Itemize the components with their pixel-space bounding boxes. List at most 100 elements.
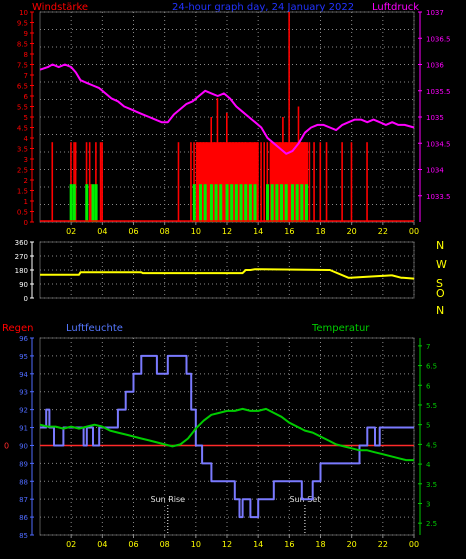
wind-speed-bar [199, 142, 202, 222]
humidity-axis-tick-label: 89 [19, 460, 28, 468]
bot-x-tick-label: 12 [222, 540, 232, 549]
wind-speed-bar [196, 142, 198, 222]
top-x-tick-label: 02 [66, 227, 76, 236]
wind-direction-tick-label: 0 [24, 295, 28, 303]
wind-speed-bar [219, 142, 222, 222]
humidity-axis-tick-label: 91 [19, 425, 28, 433]
wind-gust-bar [85, 184, 89, 222]
wind-axis-tick-label: 0 [24, 219, 28, 227]
pressure-axis-tick-label: 1037 [426, 9, 444, 17]
wind-speed-bar [222, 142, 225, 222]
wind-axis-tick-label: 2 [24, 177, 28, 185]
wind-speed-bar [202, 142, 205, 222]
humidity-axis-tick-label: 90 [19, 442, 28, 450]
sunrise-label: Sun Rise [150, 495, 185, 504]
wind-axis-tick-label: 4 [24, 135, 29, 143]
wind-gust-bar [300, 184, 304, 222]
wind-axis-tick-label: 3.5 [17, 146, 28, 154]
wind-gust-bar [270, 184, 274, 222]
wind-speed-bar [88, 142, 91, 222]
bot-x-tick-label: 04 [97, 540, 107, 549]
compass-letter-n-top: N [436, 239, 444, 252]
wind-speed-bar [269, 142, 272, 222]
top-x-tick-label: 10 [191, 227, 201, 236]
wind-speed-bar [350, 142, 353, 222]
pressure-line [39, 63, 415, 155]
wind-speed-bar [216, 98, 219, 222]
wind-gust-bar [69, 184, 73, 222]
wind-gust-bar [244, 184, 248, 222]
rain-axis-tick-label: 0 [4, 441, 9, 450]
wind-axis-tick-label: 6 [24, 93, 29, 101]
compass-letter-n-bottom: N [436, 304, 444, 317]
wind-speed-bar [229, 142, 231, 222]
bot-x-tick-label: 22 [378, 540, 388, 549]
wind-speed-bar [325, 142, 328, 222]
humidity-axis-tick-label: 87 [19, 496, 28, 504]
wind-axis-tick-label: 5.5 [17, 104, 28, 112]
wind-speed-bar [99, 142, 102, 222]
bot-x-tick-label: 10 [191, 540, 201, 549]
wind-speed-bar [95, 142, 97, 222]
pressure-axis-tick-label: 1036 [426, 62, 444, 70]
humidity-line [40, 354, 414, 519]
wind-speed-bar [260, 142, 262, 222]
wind-speed-bar [235, 142, 237, 222]
wind-speed-bar [249, 142, 251, 222]
humidity-axis-tick-label: 96 [19, 335, 28, 343]
wind-direction-line [40, 268, 415, 280]
pressure-axis-tick-label: 1035 [426, 114, 444, 122]
wind-gust-bar [209, 184, 213, 222]
wind-gust-bar [295, 184, 299, 222]
chart-layers: 0 0.5 1 1.5 2 2.5 3 3.5 4 4.5 5 5.5 6 6.5 7 7.5 8 8.5 9 9.5… [4, 9, 451, 549]
wind-speed-bar [308, 142, 311, 222]
wind-axis-tick-label: 0.5 [17, 209, 28, 217]
temperature-axis-tick-label: 6 [426, 382, 431, 390]
wind-axis-tick-label: 6.5 [17, 83, 28, 91]
wind-axis-tick-label: 1 [24, 198, 28, 206]
top-x-tick-label: 04 [97, 227, 107, 236]
wind-axis-tick-label: 7 [24, 72, 28, 80]
wind-gust-bar [192, 184, 196, 222]
wind-speed-bar [254, 142, 256, 222]
wind-gust-bar [199, 184, 203, 222]
wind-speed-bar [300, 142, 303, 222]
temperature-axis-tick-label: 2.5 [426, 520, 437, 528]
temperature-axis-tick-label: 7 [426, 343, 430, 351]
temperature-axis-tick-label: 4.5 [426, 441, 437, 449]
temperature-axis-tick-label: 4 [426, 461, 431, 469]
humidity-axis-tick-label: 92 [19, 407, 28, 415]
top-x-tick-label: 18 [315, 227, 325, 236]
wind-axis-tick-label: 2.5 [17, 167, 28, 175]
wind-speed-bar [275, 142, 278, 222]
wind-speed-bar [213, 142, 216, 222]
bot-x-tick-label: 08 [160, 540, 170, 549]
wind-axis-tick-label: 1.5 [17, 188, 28, 196]
humidity-axis-tick-label: 95 [19, 353, 28, 361]
wind-gust-bar [72, 184, 76, 222]
wind-speed-bar [291, 142, 294, 222]
wind-gust-bar [230, 184, 234, 222]
wind-axis-tick-label: 9.5 [17, 20, 28, 28]
wind-speed-bar [285, 142, 287, 222]
wind-speed-bar [210, 117, 213, 222]
wind-gust-bar [248, 184, 252, 222]
wind-direction-tick-label: 90 [19, 281, 28, 289]
wind-speed-bar [272, 142, 275, 222]
wind-gust-bar [203, 184, 207, 222]
wind-axis-tick-label: 4.5 [17, 125, 28, 133]
wind-speed-bar [177, 142, 180, 222]
compass-letter-o: O [436, 287, 445, 300]
wind-speed-bar [366, 142, 368, 222]
compass-letter-s: S [436, 277, 443, 290]
wind-gust-bar [280, 184, 284, 222]
wind-axis-tick-label: 9 [24, 30, 28, 38]
bot-x-tick-label: 20 [347, 540, 357, 549]
temperature-header: Temperatur [311, 323, 370, 334]
wind-gust-bar [225, 184, 229, 222]
wind-gust-bar [253, 184, 257, 222]
wind-speed-bar [282, 117, 284, 222]
wind-axis-tick-label: 5 [24, 114, 28, 122]
top-x-tick-label: 12 [222, 227, 232, 236]
